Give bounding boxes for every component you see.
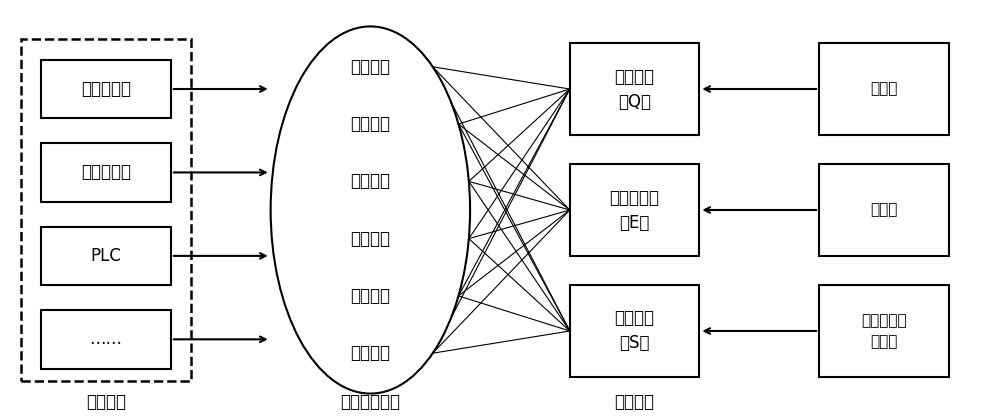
Text: 故障率: 故障率 [870, 202, 898, 218]
Text: 数据来源: 数据来源 [86, 393, 126, 411]
Text: ……: …… [90, 331, 123, 348]
Text: 性能指标: 性能指标 [615, 393, 655, 411]
FancyBboxPatch shape [41, 60, 171, 118]
Text: 加工可靠性
（E）: 加工可靠性 （E） [610, 189, 660, 231]
Text: 主轴功率: 主轴功率 [350, 115, 390, 133]
Text: 提取特征参数: 提取特征参数 [340, 393, 400, 411]
Text: 单位产品生
产时间: 单位产品生 产时间 [861, 313, 907, 349]
FancyBboxPatch shape [819, 164, 949, 256]
Text: 加工进度
（S）: 加工进度 （S） [615, 310, 655, 352]
FancyBboxPatch shape [570, 164, 699, 256]
FancyBboxPatch shape [819, 43, 949, 135]
Text: 主轴转速: 主轴转速 [350, 58, 390, 76]
FancyBboxPatch shape [570, 285, 699, 377]
FancyBboxPatch shape [570, 43, 699, 135]
Text: 振动传感器: 振动传感器 [81, 163, 131, 181]
Ellipse shape [271, 26, 470, 394]
Text: PLC: PLC [91, 247, 122, 265]
FancyBboxPatch shape [41, 143, 171, 202]
FancyBboxPatch shape [41, 227, 171, 285]
Text: 进给速度: 进给速度 [350, 172, 390, 190]
Text: 合格率: 合格率 [870, 81, 898, 97]
FancyBboxPatch shape [41, 310, 171, 368]
Text: 切削宽度: 切削宽度 [350, 287, 390, 305]
FancyBboxPatch shape [21, 39, 191, 381]
Text: 压力传感器: 压力传感器 [81, 80, 131, 98]
Text: 切削时间: 切削时间 [350, 344, 390, 362]
Text: 切削深度: 切削深度 [350, 230, 390, 248]
FancyBboxPatch shape [819, 285, 949, 377]
Text: 加工质量
（Q）: 加工质量 （Q） [615, 68, 655, 110]
